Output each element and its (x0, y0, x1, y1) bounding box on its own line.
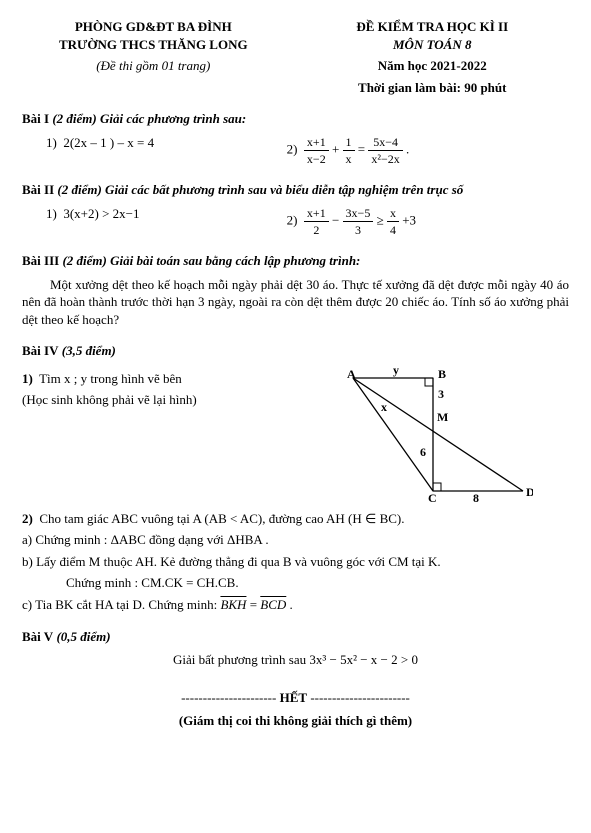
svg-text:6: 6 (420, 445, 426, 459)
p1-num: 1) (46, 135, 57, 150)
bai3-title: Bài III (2 điểm) Giải bài toán sau bằng … (22, 252, 569, 270)
bai1-desc: (2 điểm) Giải các phương trình sau: (52, 111, 246, 126)
svg-text:C: C (428, 491, 437, 505)
end-line: ---------------------- HẾT -------------… (22, 689, 569, 707)
bai4-pb2: Chứng minh : CM.CK = CH.CB. (66, 574, 569, 592)
bai1-title: Bài I (2 điểm) Giải các phương trình sau… (22, 110, 569, 128)
p1-num: 1) (22, 371, 33, 386)
pc-arc2: BCD (260, 597, 286, 612)
dashes-right: ----------------------- (310, 690, 410, 705)
bai2-desc: (2 điểm) Giải các bất phương trình sau v… (57, 182, 463, 197)
bai3-text: Một xưởng dệt theo kế hoạch mỗi ngày phả… (22, 276, 569, 329)
bai3-label: Bài III (22, 253, 59, 268)
bai1-p1: 1) 2(2x – 1 ) – x = 4 (46, 134, 287, 167)
header-left: PHÒNG GD&ĐT BA ĐÌNH TRƯỜNG THCS THĂNG LO… (22, 18, 285, 96)
svg-text:B: B (438, 367, 446, 381)
bai4-p2: 2) Cho tam giác ABC vuông tại A (AB < AC… (22, 510, 569, 528)
bai4-pb: b) Lấy điểm M thuộc AH. Kẻ đường thẳng đ… (22, 553, 569, 571)
pc-arc1: BKH (220, 597, 246, 612)
school-year: Năm học 2021-2022 (296, 57, 570, 75)
bai5-desc: (0,5 điểm) (56, 629, 110, 644)
bai4-part1-row: 1) Tìm x ; y trong hình vẽ bên (Học sinh… (22, 366, 569, 506)
p2-num: 2) (287, 141, 298, 156)
bai4-pa: a) Chứng minh : ΔABC đồng dạng với ΔHBA … (22, 531, 569, 549)
svg-text:M: M (437, 410, 448, 424)
p2-num: 2) (22, 511, 33, 526)
svg-text:A: A (347, 367, 356, 381)
pc-dot: . (290, 597, 293, 612)
duration: Thời gian làm bài: 90 phút (296, 79, 570, 97)
header-right: ĐỀ KIỂM TRA HỌC KÌ II MÔN TOÁN 8 Năm học… (296, 18, 570, 96)
invigilator-note: (Giám thị coi thi không giải thích gì th… (22, 712, 569, 730)
p1-text: Tìm x ; y trong hình vẽ bên (39, 371, 182, 386)
bai4-label: Bài IV (22, 343, 58, 358)
bai5-title: Bài V (0,5 điểm) (22, 628, 569, 646)
school-line: TRƯỜNG THCS THĂNG LONG (22, 36, 285, 54)
bai4-p1-text: 1) Tìm x ; y trong hình vẽ bên (Học sinh… (22, 366, 323, 506)
bai5-expr: Giải bất phương trình sau 3x³ − 5x² − x … (22, 651, 569, 669)
p1-note: (Học sinh không phải vẽ lại hình) (22, 391, 323, 409)
dept-line: PHÒNG GD&ĐT BA ĐÌNH (22, 18, 285, 36)
pc-pre: c) Tia BK cắt HA tại D. Chứng minh: (22, 597, 220, 612)
svg-text:x: x (381, 400, 387, 414)
bai2-p1: 1) 3(x+2) > 2x−1 (46, 205, 287, 238)
bai5-label: Bài V (22, 629, 53, 644)
p1-num: 1) (46, 206, 57, 221)
figure-container: A B C D M y 3 x 6 8 (323, 366, 569, 506)
p1-expr: 2(2x – 1 ) – x = 4 (63, 135, 154, 150)
svg-text:y: y (393, 366, 399, 377)
svg-text:D: D (526, 485, 533, 499)
header: PHÒNG GD&ĐT BA ĐÌNH TRƯỜNG THCS THĂNG LO… (22, 18, 569, 96)
bai1-problems: 1) 2(2x – 1 ) – x = 4 2) x+1x−2 + 1x = 5… (46, 134, 569, 167)
bai1-label: Bài I (22, 111, 49, 126)
bai3-desc: (2 điểm) Giải bài toán sau bằng cách lập… (62, 253, 360, 268)
svg-text:3: 3 (438, 387, 444, 401)
bai2-p2: 2) x+12 − 3x−53 ≥ x4 +3 (287, 205, 569, 238)
dashes-left: ---------------------- (181, 690, 276, 705)
het: HẾT (280, 690, 307, 705)
bai2-problems: 1) 3(x+2) > 2x−1 2) x+12 − 3x−53 ≥ x4 +3 (46, 205, 569, 238)
bai4-title: Bài IV (3,5 điểm) (22, 342, 569, 360)
bai4-pc: c) Tia BK cắt HA tại D. Chứng minh: BKH … (22, 596, 569, 614)
svg-text:8: 8 (473, 491, 479, 505)
bai2-title: Bài II (2 điểm) Giải các bất phương trìn… (22, 181, 569, 199)
exam-title: ĐỀ KIỂM TRA HỌC KÌ II (296, 18, 570, 36)
bai4-desc: (3,5 điểm) (62, 343, 116, 358)
geometry-figure: A B C D M y 3 x 6 8 (323, 366, 533, 506)
p1-expr: 3(x+2) > 2x−1 (63, 206, 139, 221)
pc-eq: = (250, 597, 261, 612)
bai1-p2: 2) x+1x−2 + 1x = 5x−4x²−2x . (287, 134, 569, 167)
subject: MÔN TOÁN 8 (296, 36, 570, 54)
page-count: (Đề thi gồm 01 trang) (22, 57, 285, 75)
p2-text: Cho tam giác ABC vuông tại A (AB < AC), … (39, 511, 404, 526)
p2-num: 2) (287, 212, 298, 227)
bai2-label: Bài II (22, 182, 54, 197)
